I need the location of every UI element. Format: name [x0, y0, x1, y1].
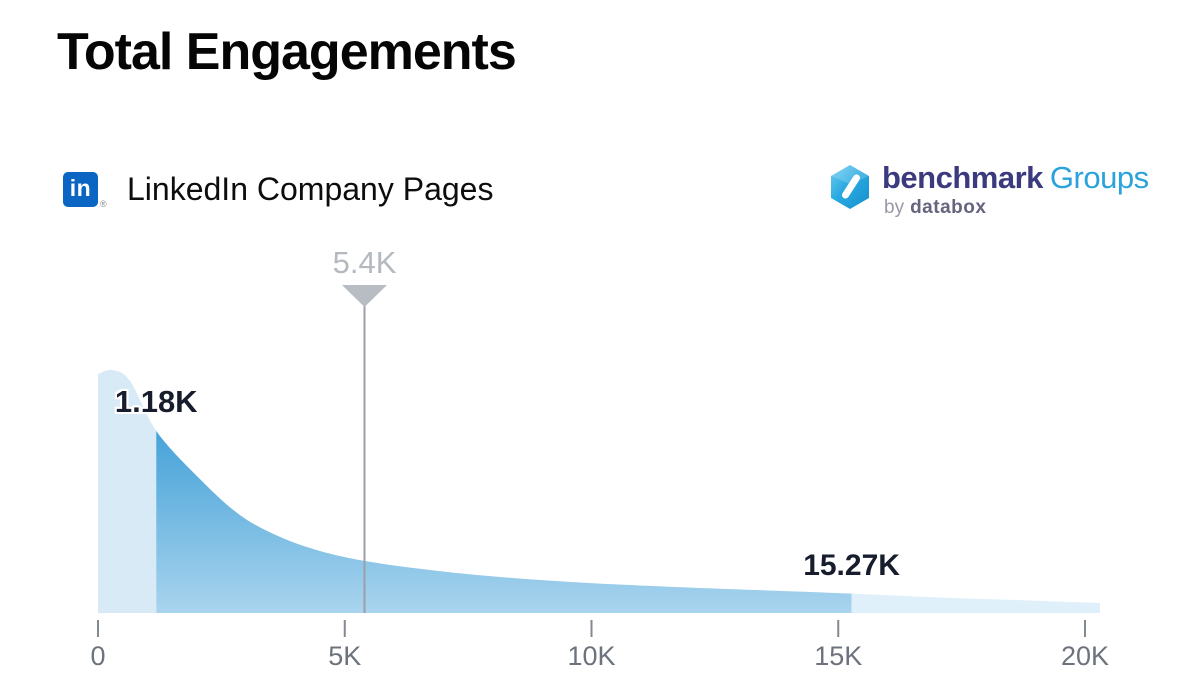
area-segment-above-upper-quartile: [851, 593, 1100, 613]
brand-groups-text: Groups: [1049, 160, 1149, 195]
area-segment-interquartile: [156, 430, 852, 613]
benchmark-hexagon-icon: [831, 165, 869, 209]
benchmark-groups-logo: benchmark Groups by databox: [828, 160, 1168, 224]
x-axis-ticks: [97, 620, 1086, 637]
linkedin-icon: in: [63, 172, 98, 207]
x-axis-label: 5K: [328, 641, 362, 671]
brand-wordmark: benchmark Groups: [882, 161, 1149, 195]
x-axis-label: 20K: [1060, 641, 1110, 671]
x-axis-label: 15K: [814, 641, 863, 671]
registered-trademark-icon: ®: [100, 199, 107, 209]
x-axis-label: 10K: [567, 641, 616, 671]
median-label: 5.4K: [332, 245, 397, 280]
x-axis-label: 0: [90, 641, 106, 671]
brand-by-text: by: [884, 197, 905, 218]
lower-quartile-label: 1.18K: [114, 384, 198, 419]
linkedin-icon-glyph: in: [69, 174, 92, 201]
brand-byline: by databox: [884, 198, 986, 218]
brand-databox-text: databox: [910, 197, 987, 218]
area-segment-below-lower-quartile: [98, 369, 157, 613]
datasource-label: LinkedIn Company Pages: [127, 171, 494, 207]
brand-benchmark-text: benchmark: [882, 160, 1043, 195]
page-title: Total Engagements: [57, 23, 517, 81]
upper-quartile-label: 15.27K: [803, 549, 900, 582]
median-marker-triangle-icon: [341, 285, 387, 307]
